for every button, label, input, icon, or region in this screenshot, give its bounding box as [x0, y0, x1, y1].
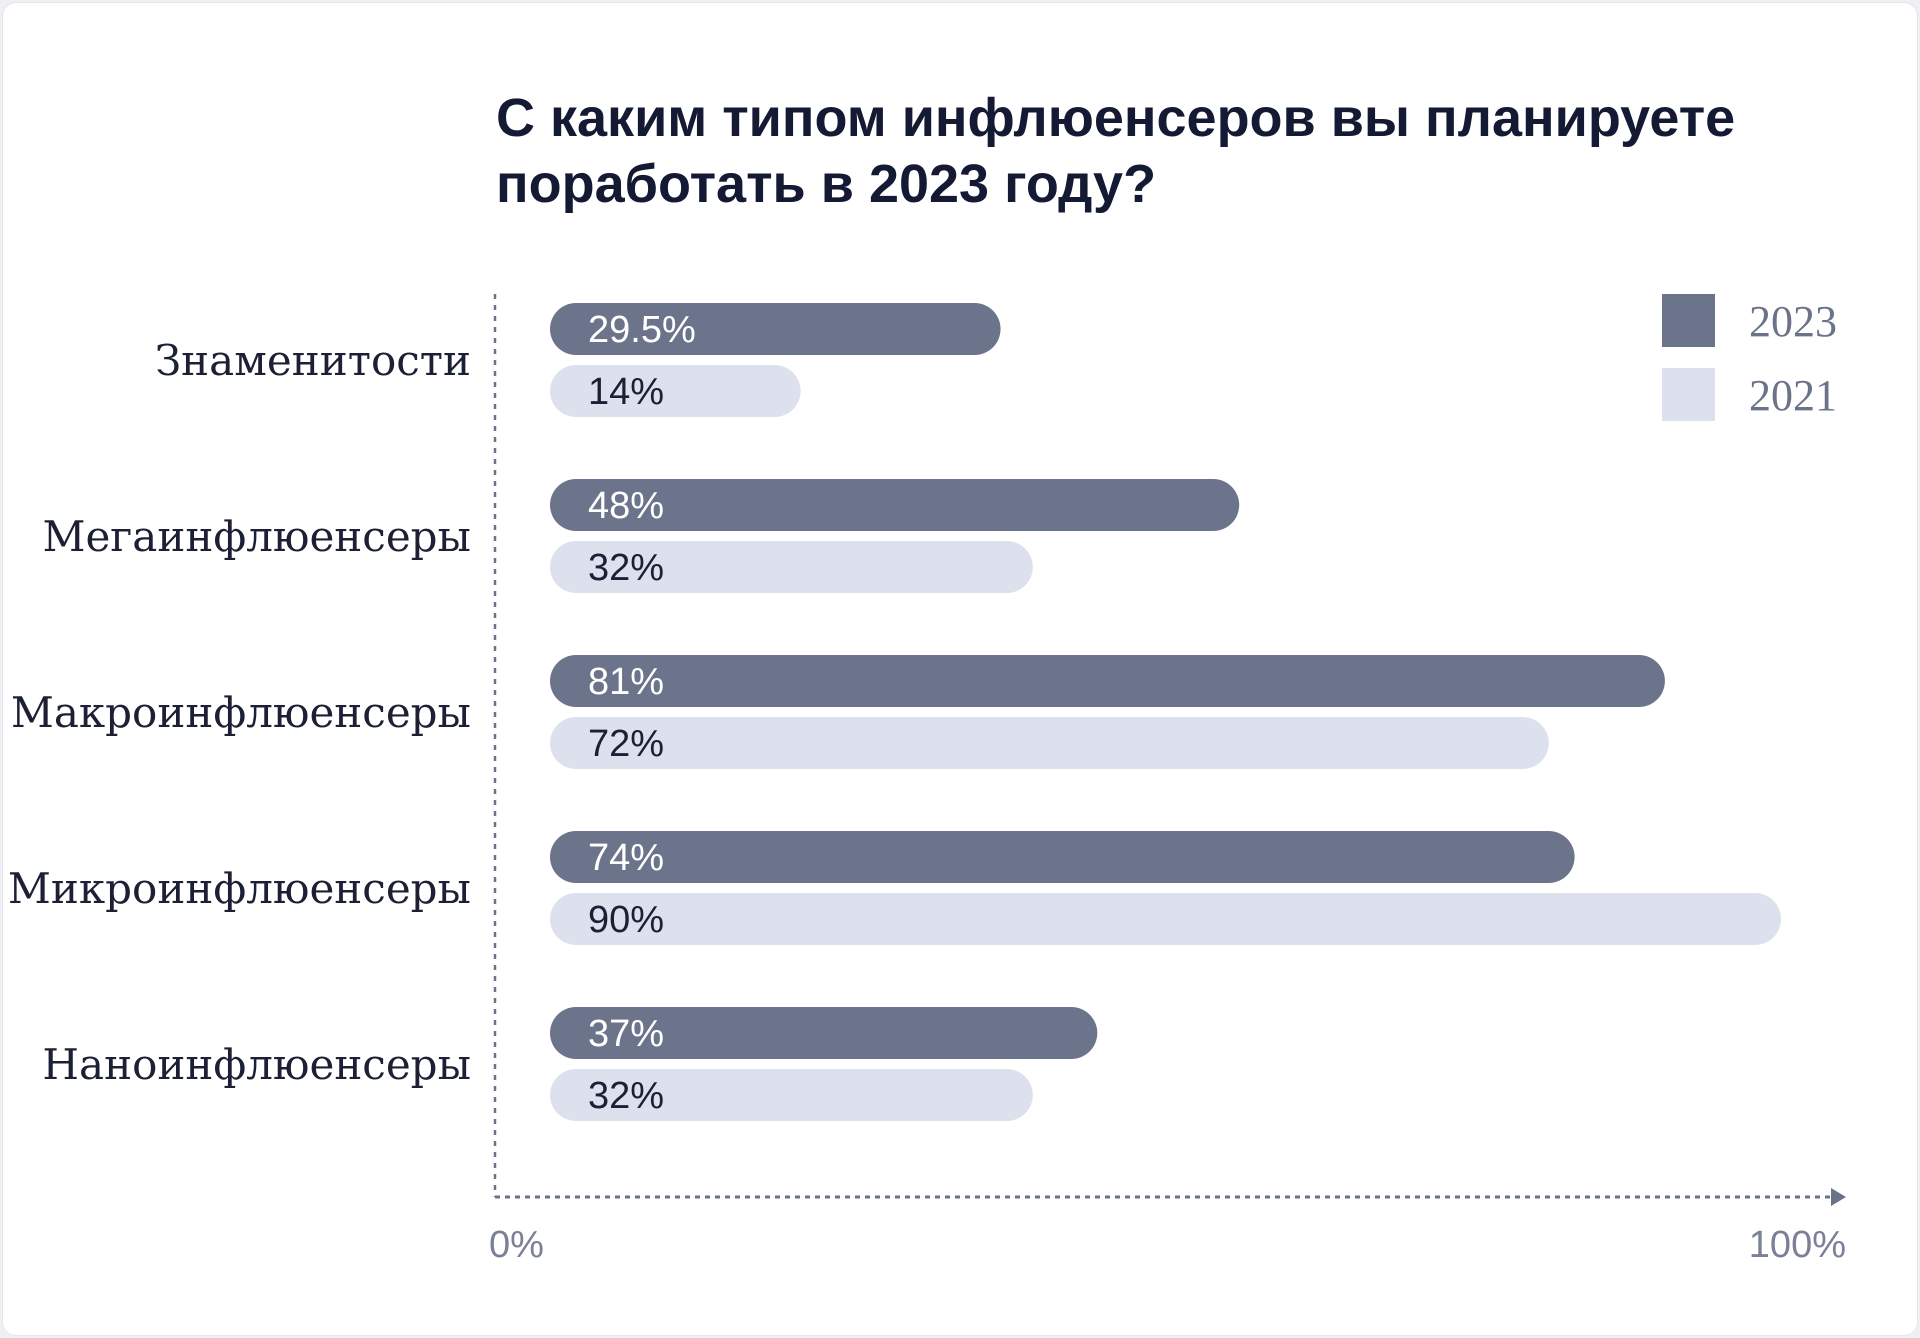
bar-value-label: 29.5%: [588, 309, 696, 351]
legend-swatch-2021: [1662, 368, 1715, 421]
bar-2023: [550, 655, 1665, 707]
bar-2021: [550, 1069, 1033, 1121]
x-tick-100: 100%: [1749, 1224, 1846, 1266]
category-label: Наноинфлюенсеры: [42, 1040, 471, 1089]
bar-2021: [550, 365, 801, 417]
bar-chart: 0% 100% Знаменитости 29.5% 14% Мегаинфлюенс…: [8, 294, 1846, 1266]
bar-value-label: 14%: [588, 371, 664, 413]
bar-value-label: 32%: [588, 1075, 664, 1117]
bar-value-label: 72%: [588, 723, 664, 765]
bar-value-label: 32%: [588, 547, 664, 589]
bar-2023: [550, 831, 1575, 883]
bar-2023: [550, 479, 1240, 531]
bar-2021: [550, 541, 1033, 593]
legend-label: 2021: [1749, 371, 1837, 420]
bar-2021: [550, 717, 1549, 769]
category-label: Микроинфлюенсеры: [8, 864, 471, 913]
category-label: Макроинфлюенсеры: [11, 688, 471, 737]
category-label: Мегаинфлюенсеры: [42, 512, 471, 561]
legend-label: 2023: [1749, 297, 1837, 346]
category-label: Знаменитости: [155, 336, 471, 385]
bar-value-label: 90%: [588, 899, 664, 941]
bar-value-label: 48%: [588, 485, 664, 527]
chart-title: С каким типом инфлюенсеров вы планируете…: [496, 88, 1736, 214]
bar-2021: [550, 893, 1781, 945]
bar-value-label: 81%: [588, 661, 664, 703]
legend-swatch-2023: [1662, 294, 1715, 347]
bar-2023: [550, 303, 1001, 355]
x-axis-arrow-icon: [1831, 1188, 1846, 1206]
x-tick-0: 0%: [489, 1224, 544, 1266]
bar-value-label: 74%: [588, 837, 664, 879]
bar-2023: [550, 1007, 1098, 1059]
bar-value-label: 37%: [588, 1013, 664, 1055]
